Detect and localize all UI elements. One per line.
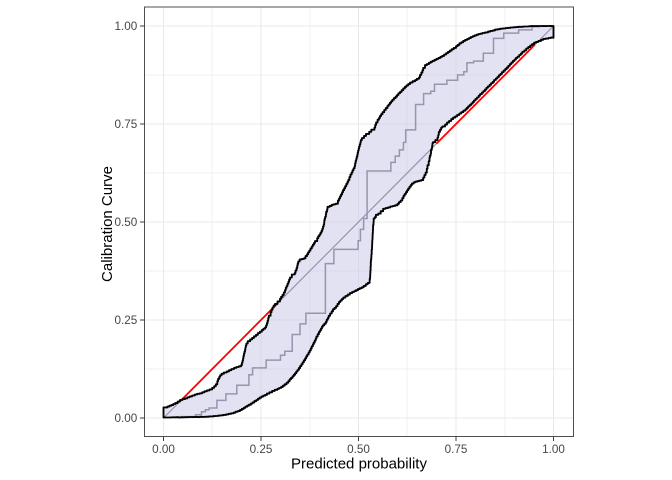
svg-text:0.50: 0.50 [347,443,370,456]
svg-text:1.00: 1.00 [115,20,138,33]
svg-text:0.75: 0.75 [445,443,468,456]
svg-text:Predicted probability: Predicted probability [291,456,427,473]
svg-text:0.00: 0.00 [152,443,175,456]
svg-text:0.50: 0.50 [115,216,138,229]
svg-text:1.00: 1.00 [542,443,565,456]
svg-text:0.75: 0.75 [115,118,138,131]
svg-text:0.25: 0.25 [250,443,273,456]
svg-text:0.00: 0.00 [115,412,138,425]
svg-text:0.25: 0.25 [115,314,138,327]
svg-text:Calibration Curve: Calibration Curve [99,166,116,282]
